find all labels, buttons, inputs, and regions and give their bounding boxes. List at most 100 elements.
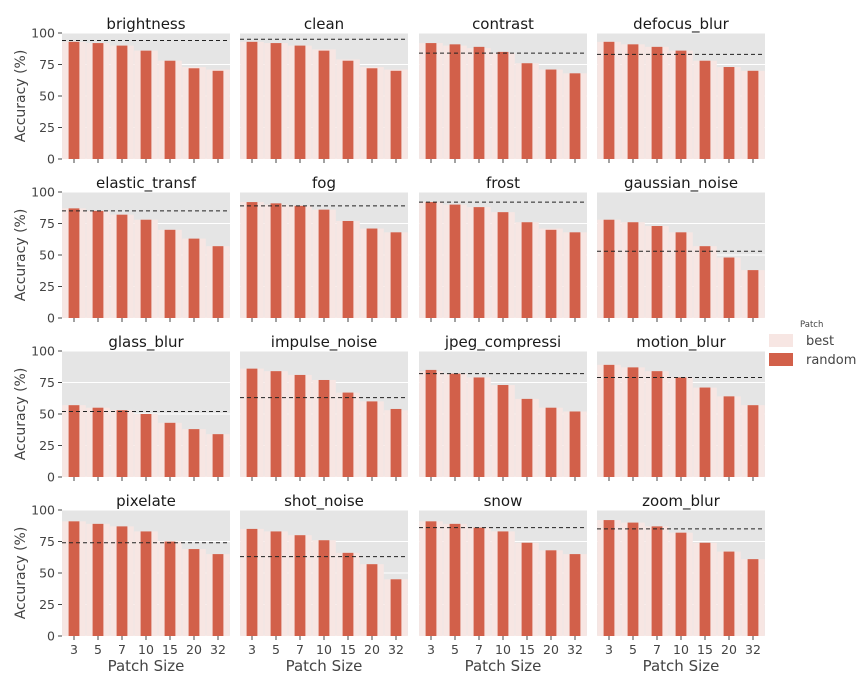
bar-random — [569, 411, 581, 477]
bar-random — [747, 270, 759, 318]
bar-random — [116, 526, 128, 636]
bar-random — [164, 60, 176, 159]
panel-title: glass_blur — [108, 333, 184, 352]
bar-random — [68, 405, 80, 477]
x-tick-label: 20 — [186, 642, 202, 657]
bar-random — [569, 554, 581, 636]
bar-random — [188, 429, 200, 477]
panel-title: fog — [312, 174, 336, 192]
panel-title: motion_blur — [636, 333, 726, 352]
bar-random — [164, 541, 176, 636]
y-tick-label: 75 — [39, 216, 55, 231]
bar-random — [521, 222, 533, 318]
bar-random — [723, 257, 735, 318]
x-tick-label: 7 — [653, 642, 661, 657]
panel-title: defocus_blur — [633, 15, 729, 34]
x-axis-label: Patch Size — [643, 657, 720, 675]
y-axis-label: Accuracy (%) — [13, 209, 29, 302]
x-axis-label: Patch Size — [286, 657, 363, 675]
x-tick-label: 5 — [272, 642, 280, 657]
bar-random — [294, 535, 306, 636]
bar-random — [246, 202, 258, 318]
y-tick-label: 50 — [39, 89, 55, 104]
x-tick-label: 32 — [210, 642, 226, 657]
bar-random — [318, 209, 330, 318]
y-tick-label: 25 — [39, 597, 55, 612]
bar-random — [627, 222, 639, 318]
panel-title: gaussian_noise — [624, 174, 738, 193]
bar-random — [627, 367, 639, 477]
y-tick-label: 0 — [47, 629, 55, 644]
panel-title: elastic_transf — [96, 174, 197, 193]
y-tick-label: 100 — [31, 185, 55, 200]
x-tick-label: 5 — [629, 642, 637, 657]
bar-random — [270, 531, 282, 636]
y-tick-label: 50 — [39, 248, 55, 263]
x-tick-label: 5 — [451, 642, 459, 657]
x-tick-label: 32 — [567, 642, 583, 657]
bar-random — [318, 379, 330, 477]
bar-random — [521, 398, 533, 477]
y-axis-label: Accuracy (%) — [13, 527, 29, 620]
y-tick-label: 25 — [39, 279, 55, 294]
panel-title: snow — [484, 492, 523, 510]
bar-random — [603, 520, 615, 636]
y-axis-label: Accuracy (%) — [13, 50, 29, 143]
bar-random — [342, 220, 354, 318]
bar-random — [188, 68, 200, 159]
bar-random — [212, 434, 224, 477]
bar-random — [294, 205, 306, 318]
bar-random — [473, 377, 485, 477]
x-tick-label: 15 — [340, 642, 356, 657]
x-tick-label: 32 — [745, 642, 761, 657]
bar-random — [318, 50, 330, 159]
bar-random — [318, 540, 330, 636]
y-tick-label: 100 — [31, 503, 55, 518]
panel-title: contrast — [472, 15, 534, 33]
bar-random — [140, 414, 152, 477]
bar-random — [390, 408, 402, 477]
x-tick-label: 10 — [673, 642, 689, 657]
bar-random — [675, 232, 687, 318]
bar-random — [92, 210, 104, 318]
bar-random — [188, 238, 200, 318]
y-tick-label: 50 — [39, 407, 55, 422]
y-tick-label: 75 — [39, 57, 55, 72]
bar-random — [675, 377, 687, 477]
bar-random — [497, 51, 509, 159]
bar-random — [497, 385, 509, 477]
bar-random — [390, 579, 402, 636]
bar-random — [699, 387, 711, 477]
bar-random — [425, 43, 437, 159]
bar-random — [747, 70, 759, 159]
bar-random — [521, 63, 533, 159]
bar-random — [68, 208, 80, 318]
bar-random — [425, 521, 437, 636]
bar-random — [425, 369, 437, 477]
bar-random — [497, 212, 509, 318]
bar-random — [747, 559, 759, 636]
y-tick-label: 25 — [39, 120, 55, 135]
bar-random — [603, 219, 615, 318]
bar-random — [246, 41, 258, 159]
bar-random — [294, 45, 306, 159]
bar-random — [449, 204, 461, 318]
bar-random — [675, 50, 687, 159]
bar-random — [212, 246, 224, 318]
bar-random — [521, 542, 533, 636]
bar-random — [140, 50, 152, 159]
bar-random — [699, 246, 711, 318]
bar-random — [627, 522, 639, 636]
panel-title: jpeg_compressi — [444, 333, 561, 352]
bar-random — [140, 219, 152, 318]
x-tick-label: 10 — [495, 642, 511, 657]
bar-random — [366, 68, 378, 159]
y-tick-label: 100 — [31, 26, 55, 41]
bar-random — [92, 407, 104, 477]
panel-title: shot_noise — [284, 492, 364, 511]
bar-random — [140, 531, 152, 636]
x-tick-label: 3 — [605, 642, 613, 657]
bar-random — [92, 523, 104, 636]
x-tick-label: 7 — [296, 642, 304, 657]
